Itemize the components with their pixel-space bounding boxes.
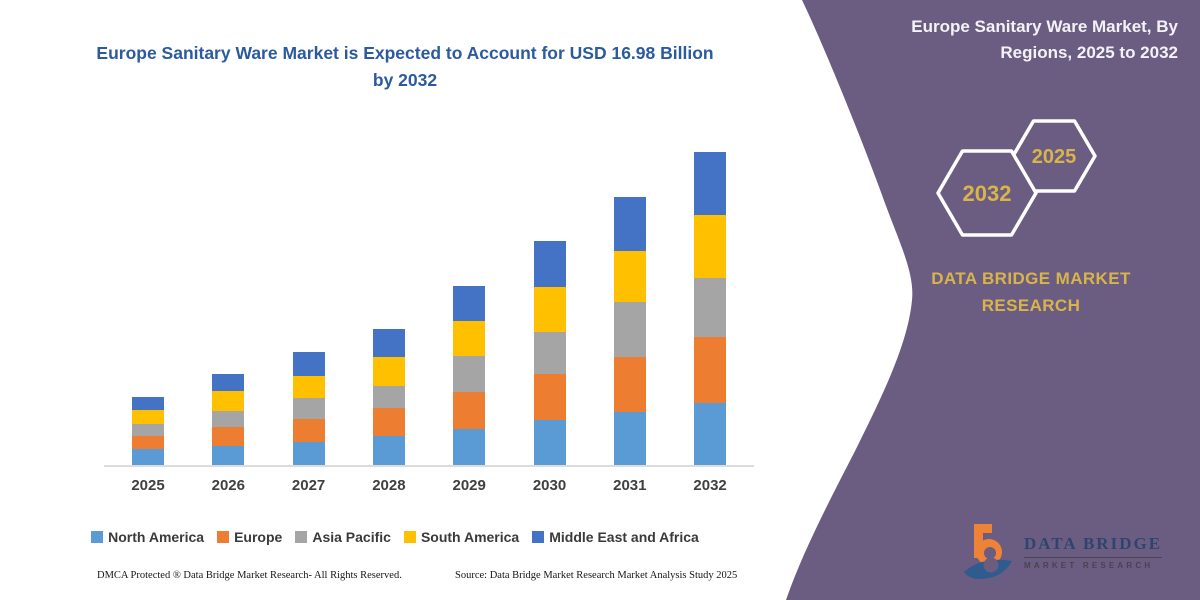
- bar-segment-asia-pacific: [694, 278, 727, 338]
- stacked-bar-2028: [372, 329, 405, 465]
- bar-segment-middle-east-and-africa: [212, 374, 245, 392]
- bar-segment-middle-east-and-africa: [132, 397, 164, 411]
- legend-swatch: [403, 531, 416, 543]
- bar-segment-north-america: [132, 448, 164, 465]
- bar-segment-middle-east-and-africa: [694, 152, 727, 216]
- x-axis-label-2025: 2025: [131, 477, 165, 494]
- bar-segment-middle-east-and-africa: [533, 241, 566, 287]
- x-axis-label-2030: 2030: [532, 477, 567, 494]
- stacked-bar-2031: [613, 197, 646, 465]
- databridge-logo-icon: [964, 524, 1012, 580]
- bar-segment-middle-east-and-africa: [453, 286, 486, 322]
- bar-segment-middle-east-and-africa: [292, 352, 325, 377]
- bar-segment-europe: [292, 418, 325, 442]
- legend-swatch: [532, 531, 545, 543]
- bar-segment-asia-pacific: [453, 356, 486, 393]
- bar-segment-south-america: [372, 357, 405, 387]
- source-notice: Source: Data Bridge Market Research Mark…: [455, 570, 738, 581]
- hexagon-2032: [936, 149, 1038, 237]
- plot-area: [104, 140, 754, 467]
- legend-item-asia-pacific: Asia Pacific: [295, 529, 391, 545]
- side-panel-shape: [786, 0, 1200, 600]
- databridge-logo: DATA BRIDGE MARKET RESEARCH: [962, 516, 1172, 588]
- databridge-logo-text: DATA BRIDGE MARKET RESEARCH: [1024, 534, 1163, 570]
- bar-segment-europe: [212, 427, 245, 447]
- legend-item-south-america: South America: [403, 529, 520, 545]
- stacked-bar-2027: [292, 352, 325, 465]
- bar-segment-south-america: [694, 215, 727, 279]
- bar-segment-middle-east-and-africa: [372, 329, 405, 358]
- bar-segment-north-america: [613, 411, 646, 465]
- footer: DMCA Protected ® Data Bridge Market Rese…: [0, 570, 790, 590]
- stacked-bar-2029: [453, 286, 486, 465]
- bar-segment-south-america: [613, 250, 646, 302]
- bar-segment-north-america: [533, 420, 566, 465]
- logo-title: DATA BRIDGE: [1024, 534, 1163, 553]
- bar-segment-middle-east-and-africa: [613, 197, 646, 251]
- bar-segment-north-america: [292, 441, 325, 465]
- bar-segment-south-america: [212, 391, 245, 411]
- bar-segment-asia-pacific: [372, 386, 405, 409]
- hexagon-2032-label: 2032: [963, 181, 1012, 206]
- bar-segment-south-america: [533, 286, 566, 332]
- legend-item-middle-east-and-africa: Middle East and Africa: [532, 529, 699, 545]
- x-axis-label-2026: 2026: [211, 477, 245, 494]
- x-axis-label-2032: 2032: [693, 477, 727, 494]
- bar-segment-asia-pacific: [132, 423, 164, 436]
- bar-segment-north-america: [372, 435, 405, 465]
- bar-segment-asia-pacific: [533, 331, 566, 375]
- stacked-bar-2025: [132, 397, 164, 465]
- brand-name: DATA BRIDGE MARKET RESEARCH: [931, 269, 1131, 316]
- bar-segment-asia-pacific: [292, 397, 325, 419]
- dmca-notice: DMCA Protected ® Data Bridge Market Rese…: [97, 570, 402, 581]
- stacked-bar-2030: [533, 241, 566, 465]
- hexagon-2025-label: 2025: [1032, 146, 1077, 168]
- legend-label: North America: [108, 529, 205, 545]
- bar-segment-south-america: [292, 376, 325, 398]
- chart-title: Europe Sanitary Ware Market is Expected …: [96, 43, 714, 91]
- bar-segment-north-america: [694, 403, 727, 465]
- x-axis-label-2027: 2027: [291, 477, 326, 494]
- bar-segment-asia-pacific: [212, 410, 245, 428]
- bar-segment-north-america: [453, 428, 486, 465]
- legend-label: Asia Pacific: [312, 529, 391, 545]
- bar-segment-north-america: [212, 446, 245, 465]
- chart-legend: North America Europe Asia Pacific South Ame…: [0, 529, 790, 545]
- legend-label: Europe: [234, 529, 283, 545]
- legend-swatch: [91, 531, 104, 543]
- bar-segment-europe: [372, 408, 405, 436]
- bar-segment-europe: [694, 337, 727, 404]
- legend-item-europe: Europe: [217, 529, 282, 545]
- bar-segment-europe: [533, 374, 566, 421]
- bar-segment-europe: [613, 356, 646, 412]
- panel-heading: Europe Sanitary Ware Market, By Regions,…: [911, 17, 1178, 62]
- x-axis-labels: 2025 2026 2027 2028 2029 2030 2031 2032: [104, 477, 754, 497]
- x-axis-label-2029: 2029: [452, 477, 486, 494]
- legend-swatch: [295, 531, 308, 543]
- bar-segment-south-america: [132, 410, 164, 424]
- x-axis-label-2031: 2031: [613, 477, 647, 494]
- bar-segment-asia-pacific: [613, 301, 646, 357]
- legend-label: Middle East and Africa: [549, 529, 699, 545]
- x-axis-label-2028: 2028: [372, 477, 406, 494]
- stacked-bar-2032: [694, 152, 727, 465]
- logo-subtitle: MARKET RESEARCH: [1024, 557, 1163, 570]
- legend-swatch: [217, 531, 230, 543]
- bar-segment-europe: [132, 435, 164, 449]
- stacked-bar-2026: [212, 374, 245, 465]
- side-panel: 2025 2032: [786, 0, 1200, 600]
- bar-segment-europe: [453, 392, 486, 429]
- legend-label: South America: [420, 529, 520, 545]
- legend-item-north-america: North America: [91, 529, 204, 545]
- bar-segment-south-america: [453, 321, 486, 357]
